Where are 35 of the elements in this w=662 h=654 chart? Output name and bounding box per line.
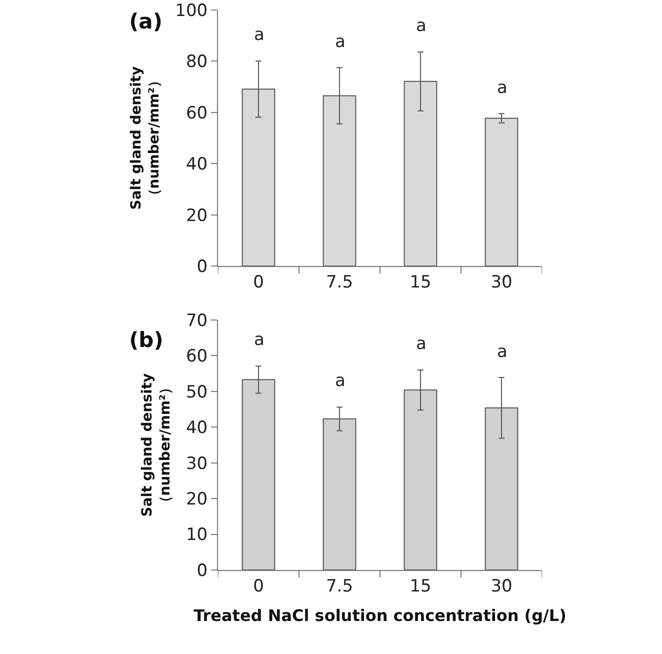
chart-title: (a) — [129, 10, 162, 34]
y-tick-label: 70 — [186, 310, 208, 331]
annotation: a — [254, 25, 264, 45]
x-tick-label: 15 — [410, 576, 432, 596]
annotation: a — [335, 371, 346, 391]
x-axis-title: Treated NaCl solution concentration (g/L) — [194, 606, 566, 626]
annotation: a — [416, 334, 426, 354]
y-tick-label: 80 — [186, 52, 208, 72]
annotation: a — [497, 342, 508, 362]
y-tick-label: 0 — [196, 560, 208, 581]
chart-title: (b) — [129, 328, 164, 352]
y-axis-title: Salt gland density （number/mm²） — [128, 66, 163, 210]
annotation: a — [416, 16, 426, 36]
x-tick-label: 0 — [253, 576, 264, 596]
x-tick-label: 30 — [490, 576, 512, 596]
annotation: a — [497, 78, 508, 98]
y-tick-label: 100 — [175, 0, 208, 21]
y-tick-label: 50 — [186, 382, 208, 402]
y-tick-label: 0 — [196, 256, 208, 277]
y-tick-label: 60 — [186, 103, 208, 124]
annotation: a — [254, 330, 264, 350]
x-tick-label: 7.5 — [326, 576, 354, 596]
x-tick-label: 0 — [253, 272, 264, 292]
y-tick-label: 40 — [186, 418, 208, 438]
x-tick-label: 7.5 — [326, 272, 354, 292]
y-tick-label: 30 — [186, 454, 208, 474]
annotation: a — [335, 32, 346, 52]
y-axis-title: Salt gland density （number/mm²） — [139, 373, 174, 517]
y-tick-label: 20 — [186, 206, 208, 226]
x-tick-label: 15 — [410, 272, 432, 292]
y-tick-label: 10 — [186, 525, 208, 546]
y-tick-label: 60 — [186, 346, 208, 367]
y-tick-label: 20 — [186, 490, 208, 510]
x-tick-label: 30 — [490, 272, 512, 292]
y-tick-label: 40 — [186, 154, 208, 175]
